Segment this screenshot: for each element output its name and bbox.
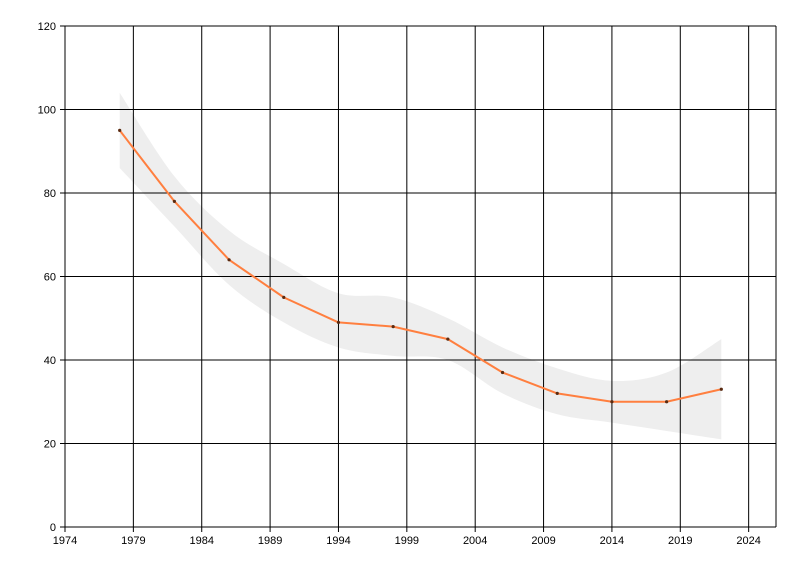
- y-tick-label: 120: [38, 21, 56, 33]
- axis-layer: [60, 25, 776, 532]
- y-tick-label: 20: [44, 439, 56, 451]
- data-point: [172, 199, 176, 203]
- data-point: [446, 337, 450, 341]
- data-point: [665, 400, 669, 404]
- x-tick-label: 2009: [531, 535, 555, 547]
- x-tick-label: 1979: [121, 535, 145, 547]
- x-tick-label: 2014: [600, 535, 624, 547]
- y-tick-label: 60: [44, 272, 56, 284]
- series-layer: [118, 128, 723, 404]
- series-line: [118, 129, 722, 403]
- tick-label-layer: 1974 1979 1984 1989 1994 1999 2004 2009 2014 2019…: [38, 21, 761, 547]
- data-point: [227, 258, 231, 262]
- x-tick-label: 1984: [189, 535, 213, 547]
- x-tick-label: 1994: [326, 535, 350, 547]
- x-tick-label: 2024: [736, 535, 760, 547]
- confidence-band-layer: [119, 92, 722, 440]
- x-tick-label: 1974: [53, 535, 77, 547]
- confidence-band: [119, 92, 722, 440]
- y-tick-label: 100: [38, 105, 56, 117]
- y-tick-label: 0: [50, 522, 56, 534]
- data-point: [555, 391, 559, 395]
- y-tick-label: 80: [44, 188, 56, 200]
- data-point: [118, 128, 122, 132]
- data-point: [719, 387, 723, 391]
- data-point: [336, 320, 341, 325]
- data-point: [282, 295, 286, 299]
- data-point: [610, 400, 614, 404]
- data-point: [500, 370, 505, 375]
- x-tick-label: 1999: [395, 535, 419, 547]
- x-tick-label: 1989: [258, 535, 282, 547]
- data-point: [391, 325, 395, 329]
- x-tick-label: 2004: [463, 535, 487, 547]
- grid-layer: [65, 25, 777, 527]
- y-tick-label: 40: [44, 355, 56, 367]
- x-tick-label: 2019: [668, 535, 692, 547]
